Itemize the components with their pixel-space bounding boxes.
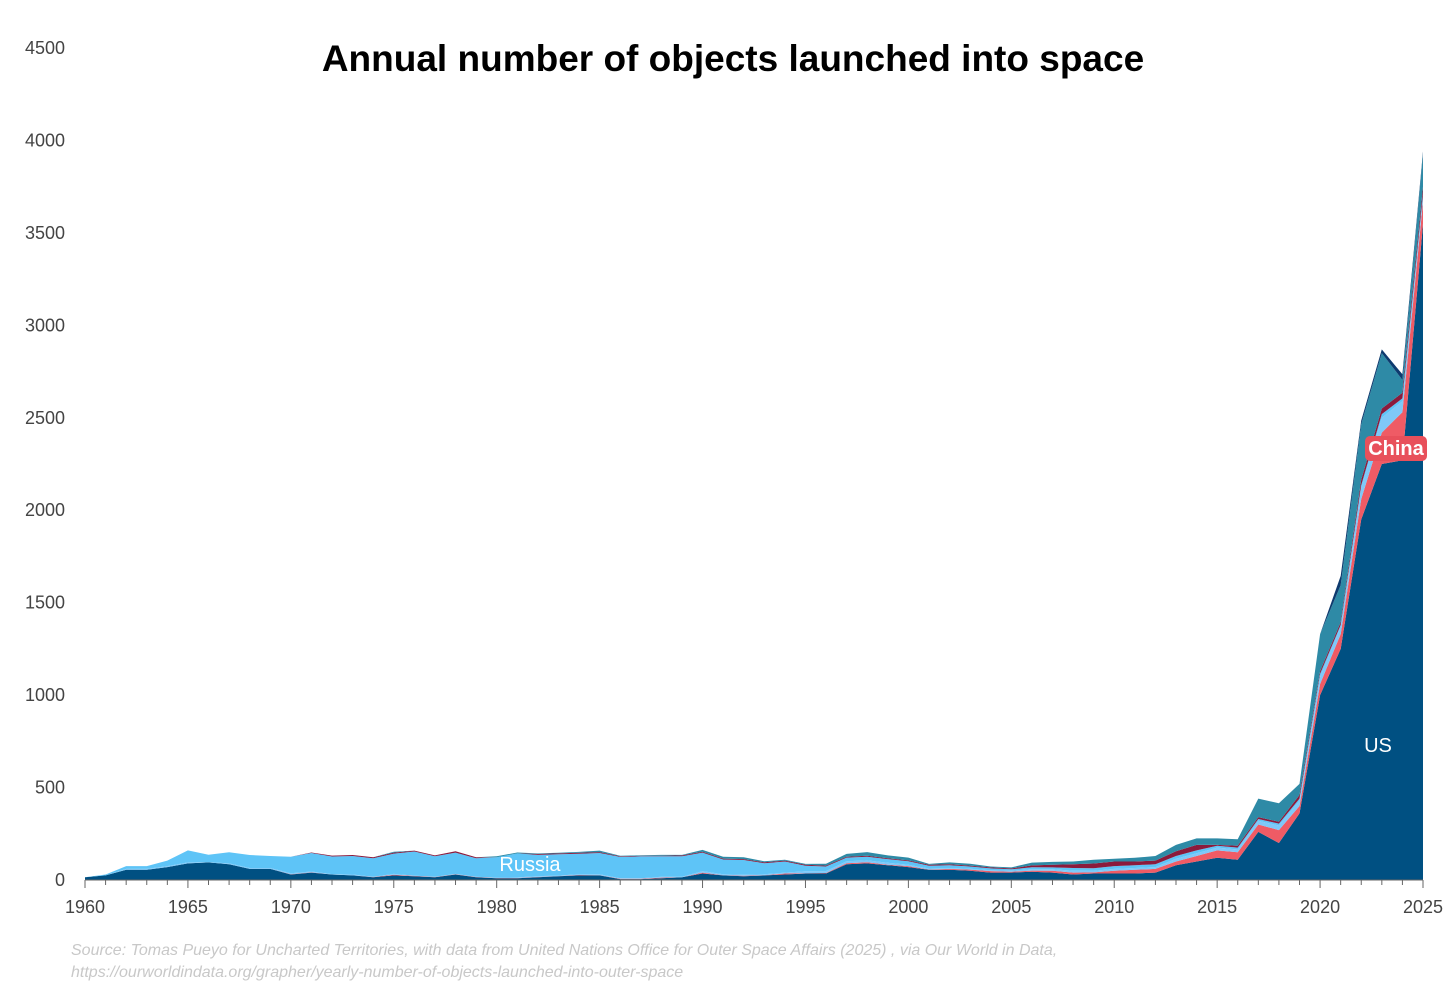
x-tick-label: 1975 [374,897,414,917]
x-tick-label: 1960 [65,897,105,917]
area-series-5 [85,153,1423,878]
y-tick-label: 1500 [25,593,65,613]
y-tick-label: 0 [55,870,65,890]
x-tick-label: 2015 [1197,897,1237,917]
area-series-group [85,151,1423,881]
chart-title: Annual number of objects launched into s… [321,38,1145,79]
x-tick-label: 1970 [271,897,311,917]
area-series-0 [85,223,1423,881]
russia-label: Russia [499,854,561,876]
x-tick-label: 1995 [785,897,825,917]
y-tick-label: 4500 [25,38,65,58]
x-tick-label: 2005 [991,897,1031,917]
area-series-2 [85,195,1423,879]
y-tick-label: 500 [35,778,65,798]
x-tick-label: 1985 [580,897,620,917]
china-label-background [1365,436,1427,461]
y-tick-label: 2500 [25,408,65,428]
x-tick-label: 1965 [168,897,208,917]
y-tick-labels: 0 500 1000 1500 2000 2500 3000 3500 4000 4500 [25,38,65,890]
source-note: Source: Tomas Pueyo for Uncharted Territ… [71,940,1271,984]
x-tick-label: 2010 [1094,897,1134,917]
x-tick-labels: 1960 1965 1970 1975 1980 1985 1990 1995 2000 2005… [65,897,1443,917]
x-tick-label: 2000 [888,897,928,917]
area-series-1 [85,201,1423,880]
y-tick-label: 3000 [25,315,65,335]
y-tick-label: 1000 [25,685,65,705]
source-line-2: https://ourworldindata.org/grapher/yearl… [71,964,684,981]
y-tick-label: 2000 [25,500,65,520]
x-tick-label: 2025 [1403,897,1443,917]
x-tick-label: 2020 [1300,897,1340,917]
area-series-4 [85,186,1423,878]
source-line-1: Source: Tomas Pueyo for Uncharted Territ… [71,942,1058,959]
axes-group [84,879,1424,888]
y-tick-label: 4000 [25,130,65,150]
china-label: China [1368,438,1424,460]
us-label: US [1364,735,1392,757]
area-series-6 [85,151,1423,878]
y-tick-label: 3500 [25,223,65,243]
area-series-3 [85,194,1423,879]
x-tick-label: 1990 [683,897,723,917]
x-tick-label: 1980 [477,897,517,917]
china-label-group: China [1365,436,1427,461]
